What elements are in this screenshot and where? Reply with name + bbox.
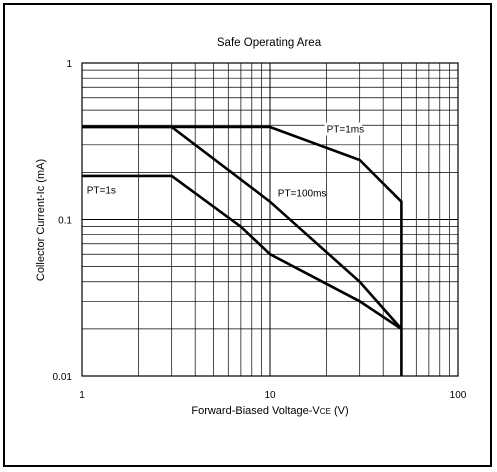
series-label-pt-100ms: PT=100ms [278,189,327,200]
series-label-background [84,183,117,197]
x-axis-label-main: Forward-Biased Voltage-V [191,405,320,417]
tick-labels: 1 10 100 1 0.1 0.01 [53,59,467,401]
series-label-pt-1ms: PT=1ms [327,124,365,135]
y-tick-label: 1 [66,59,72,70]
series-line-pt-1ms [82,125,403,376]
y-axis-label: Collector Current-Ic (mA) [35,159,47,281]
series-labels: PT=1ms PT=100ms PT=1s [84,122,365,200]
series-line-pt-1s [82,174,403,330]
x-tick-label: 1 [79,390,85,401]
series-label-background [275,186,325,200]
series-line-pt-100ms [82,125,403,330]
series-label-pt-1s: PT=1s [87,185,116,196]
x-axis-label: Forward-Biased Voltage-VCE (V) [191,405,348,417]
plot-grid [82,63,458,376]
x-tick-label: 100 [450,390,467,401]
y-tick-label: 0.1 [58,216,72,227]
y-tick-label: 0.01 [53,372,73,383]
x-axis-label-unit: (V) [331,405,349,417]
x-tick-label: 10 [264,390,276,401]
plot-area-border [81,62,459,377]
x-axis-label-subscript: CE [320,407,331,416]
series-lines [82,125,403,376]
series-label-background [324,122,363,136]
chart-title: Safe Operating Area [217,37,322,49]
